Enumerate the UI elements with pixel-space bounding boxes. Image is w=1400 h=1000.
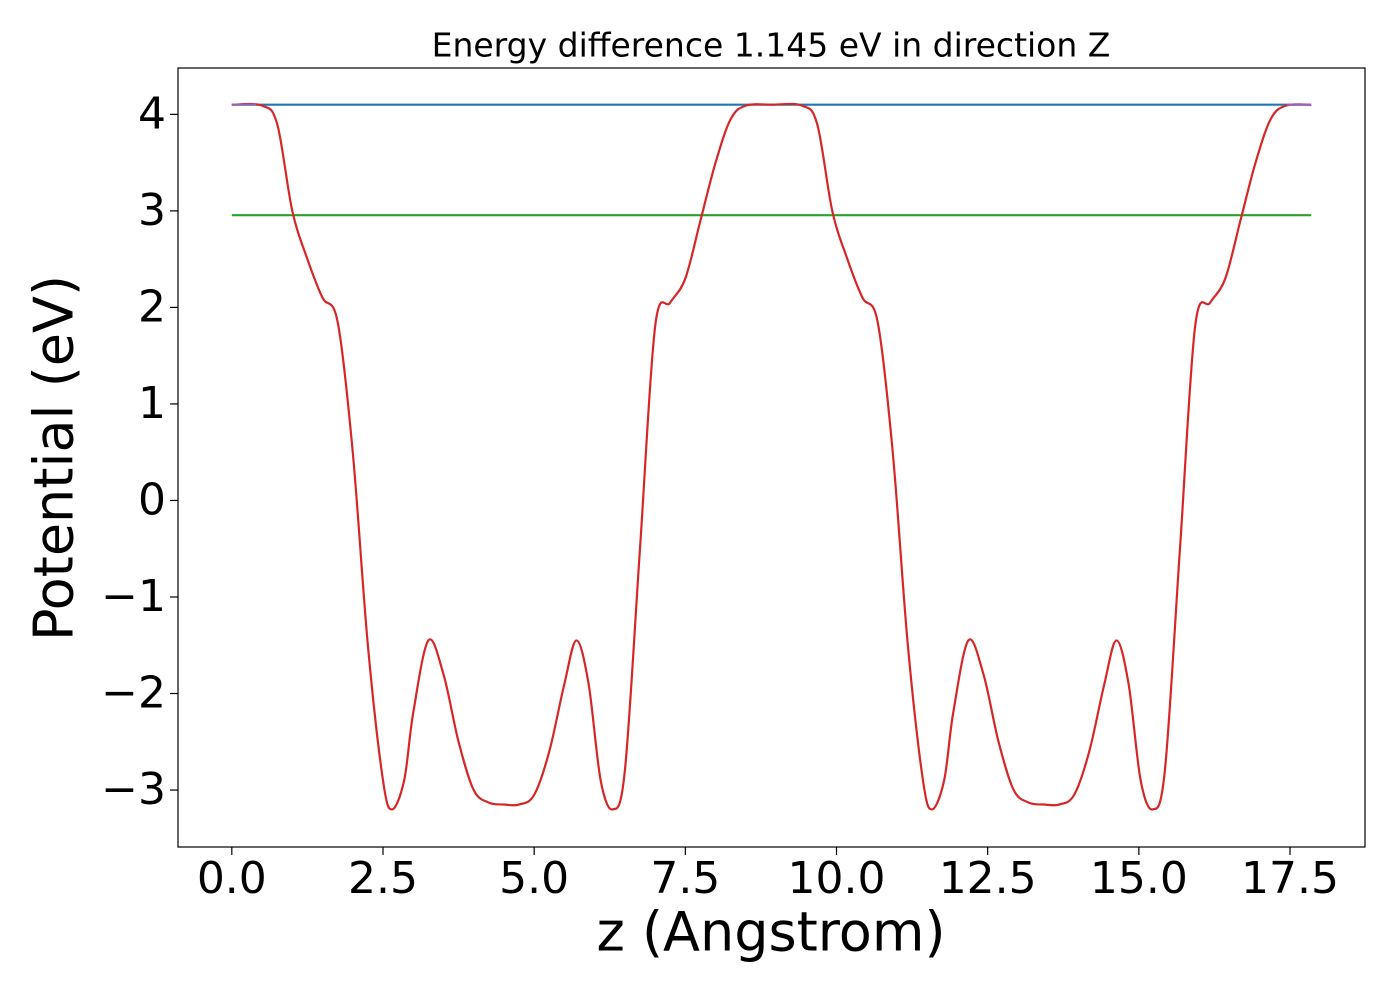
chart-title: Energy difference 1.145 eV in direction … [432,26,1111,65]
y-tick-label: 2 [138,281,166,332]
y-tick-label: 4 [138,88,166,139]
x-tick-label: 2.5 [348,853,418,904]
x-tick-label: 5.0 [499,853,569,904]
y-tick-label: 3 [138,185,166,236]
plot-frame [177,67,1366,848]
y-tick-label: 1 [138,378,166,429]
x-tick-label: 0.0 [197,853,267,904]
y-tick-label: −1 [101,571,166,622]
y-tick-label: −2 [101,668,166,719]
x-tick-label: 10.0 [788,853,886,904]
x-axis-label: z (Angstrom) [596,901,945,964]
x-tick-label: 15.0 [1090,853,1188,904]
y-tick-label: 0 [138,474,166,525]
x-tick-label: 7.5 [650,853,720,904]
y-tick-label: −3 [101,764,166,815]
x-tick-label: 17.5 [1241,853,1339,904]
x-tick-label: 12.5 [939,853,1037,904]
series-line [231,102,1312,811]
y-axis-label: Potential (eV) [23,275,86,641]
